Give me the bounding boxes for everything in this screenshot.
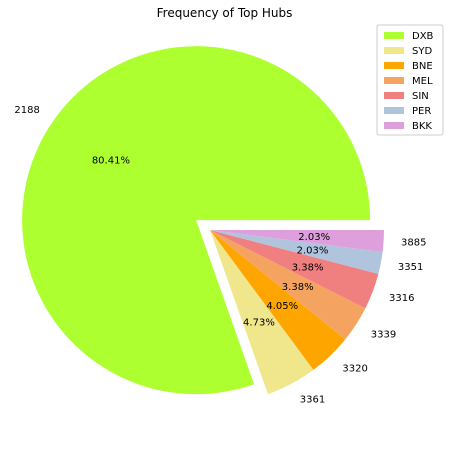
percent-labels: 80.41% 4.73% 4.05% 3.38% 3.38% 2.03% 2.03% — [92, 155, 330, 328]
pie-slice-bkk — [210, 230, 384, 253]
legend-label-sin: SIN — [412, 91, 429, 102]
percent-label-bne: 4.05% — [266, 301, 298, 312]
pie-slices — [22, 46, 384, 395]
percent-label-sin: 3.38% — [292, 262, 324, 273]
legend-label-bne: BNE — [412, 61, 433, 72]
legend-swatch-bkk — [384, 122, 404, 129]
legend-label-dxb: DXB — [412, 31, 434, 42]
legend-swatch-sin — [384, 92, 404, 99]
slice-label-syd: 3361 — [300, 395, 325, 406]
legend-label-syd: SYD — [412, 46, 432, 57]
legend-swatch-syd — [384, 47, 404, 54]
slice-label-mel: 3339 — [371, 329, 396, 340]
slice-label-sin: 3316 — [389, 293, 414, 304]
pie-slice-dxb — [22, 46, 371, 395]
percent-label-bkk: 2.03% — [298, 232, 330, 243]
percent-label-per: 2.03% — [297, 245, 329, 256]
slice-label-bkk: 3885 — [401, 238, 426, 249]
legend-label-per: PER — [412, 106, 431, 117]
legend-swatch-bne — [384, 62, 404, 69]
legend-label-bkk: BKK — [412, 121, 432, 132]
chart-title: Frequency of Top Hubs — [157, 6, 293, 20]
legend: DXB SYD BNE MEL SIN PER BKK — [376, 24, 444, 136]
legend-label-mel: MEL — [412, 76, 433, 87]
legend-swatch-dxb — [384, 32, 404, 39]
legend-items: DXB SYD BNE MEL SIN PER BKK — [384, 31, 434, 132]
slice-label-per: 3351 — [398, 262, 423, 273]
percent-label-dxb: 80.41% — [92, 155, 130, 166]
outer-labels: 2188 3361 3320 3339 3316 3351 3885 — [14, 105, 426, 405]
percent-label-syd: 4.73% — [243, 318, 275, 329]
pie-slice-syd — [210, 230, 314, 395]
slice-label-bne: 3320 — [342, 364, 367, 375]
legend-swatch-mel — [384, 77, 404, 84]
slice-label-dxb: 2188 — [14, 105, 39, 116]
legend-swatch-per — [384, 107, 404, 114]
pie-slice-bne — [210, 230, 346, 370]
pie-slice-mel — [210, 230, 366, 340]
pie-slice-sin — [210, 230, 379, 309]
percent-label-mel: 3.38% — [282, 282, 314, 293]
pie-slice-per — [210, 230, 383, 274]
